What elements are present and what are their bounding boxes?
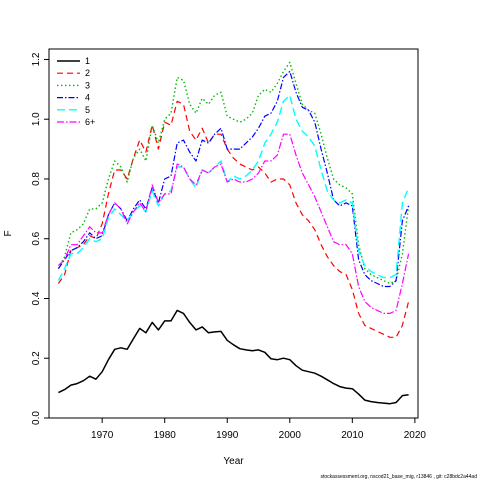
series-layer (57, 61, 410, 405)
legend: 1 2 3 4 5 6+ (57, 56, 95, 127)
x-tick-label: 2010 (341, 430, 364, 441)
x-tick-label: 1970 (91, 430, 114, 441)
series-line-2 (57, 100, 410, 338)
y-tick-label: 0.6 (31, 231, 42, 245)
y-tick-label: 1.2 (31, 52, 42, 66)
y-tick-label: 0.0 (31, 411, 42, 425)
series-line-1 (58, 309, 409, 405)
legend-label: 3 (85, 80, 90, 90)
x-tick-label: 1980 (154, 430, 177, 441)
footnote: stockassessment.org, nscod21_base_mig, r… (321, 474, 478, 480)
legend-label: 6+ (85, 117, 95, 127)
legend-label: 5 (85, 105, 90, 115)
x-tick-label: 2000 (279, 430, 302, 441)
x-tick-label: 2020 (404, 430, 427, 441)
x-axis-title: Year (223, 456, 244, 467)
series-line-3 (57, 61, 410, 285)
y-axis: 0.0 0.2 0.4 0.6 0.8 1.0 1.2 (31, 52, 49, 425)
plot-frame (48, 48, 419, 419)
series-line-6plus (57, 133, 410, 314)
y-axis-title: F (3, 230, 14, 236)
y-tick-label: 0.8 (31, 172, 42, 186)
series-line-5 (57, 94, 410, 281)
y-tick-label: 0.4 (31, 291, 42, 305)
y-tick-label: 1.0 (31, 112, 42, 126)
legend-label: 1 (85, 56, 90, 66)
x-tick-label: 1990 (216, 430, 239, 441)
series-line-4 (57, 70, 410, 288)
x-axis: 1970 1980 1990 2000 2010 2020 (91, 418, 426, 441)
y-tick-label: 0.2 (31, 351, 42, 365)
legend-label: 4 (85, 93, 90, 103)
legend-label: 2 (85, 68, 90, 78)
